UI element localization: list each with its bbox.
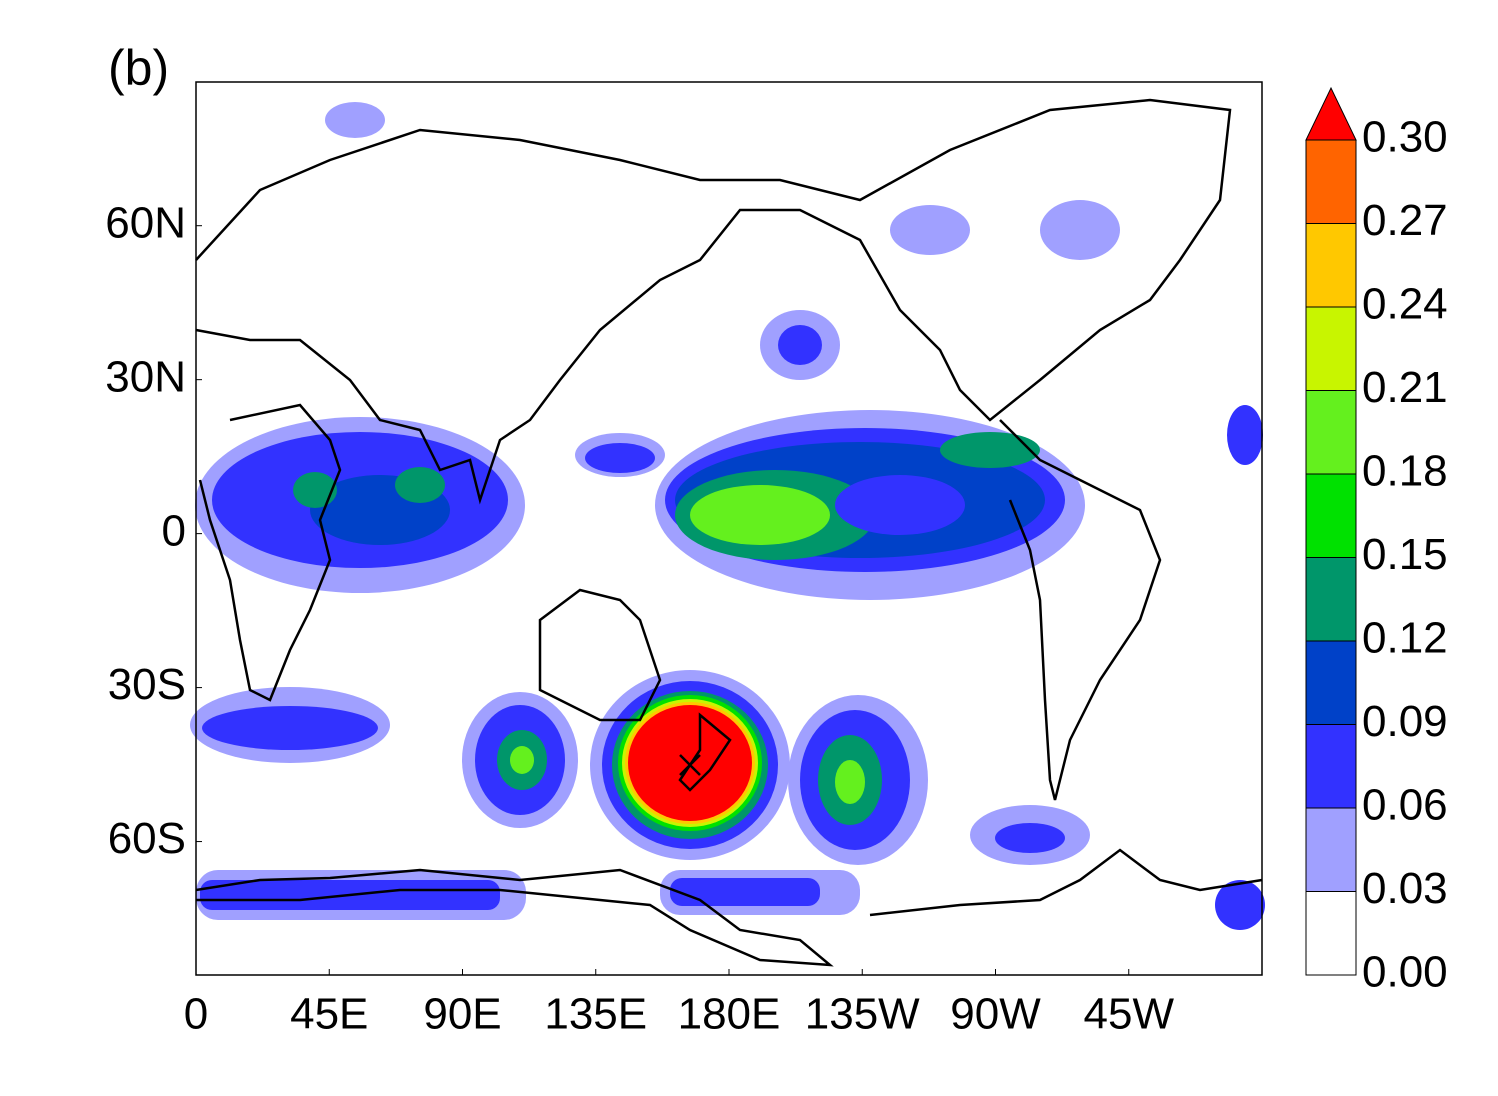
colorbar-swatch (1305, 473, 1357, 558)
contour (202, 706, 378, 750)
colorbar-label: 0.06 (1362, 781, 1448, 830)
contour (325, 102, 385, 138)
colorbar-label: 0.12 (1362, 614, 1448, 663)
colorbar-label: 0.21 (1362, 363, 1448, 412)
y-tick-label: 30N (105, 352, 186, 401)
coastline (195, 98, 1232, 505)
colorbar-swatch (1305, 306, 1357, 391)
y-tick-label: 0 (162, 506, 186, 555)
colorbar-swatch (1305, 640, 1357, 725)
colorbar-label: 0.18 (1362, 447, 1448, 496)
contour (293, 472, 337, 508)
contour (890, 205, 970, 255)
coastlines (195, 98, 1263, 967)
colorbar-label: 0.03 (1362, 864, 1448, 913)
colorbar-label: 0.09 (1362, 697, 1448, 746)
colorbar-label: 0.15 (1362, 530, 1448, 579)
contour (585, 443, 655, 473)
colorbar-swatch (1305, 223, 1357, 308)
colorbar-extension (1305, 86, 1357, 141)
x-tick-label: 180E (678, 990, 781, 1039)
y-tick-label: 60N (105, 198, 186, 247)
contour (690, 485, 830, 545)
x-tick-label: 45W (1084, 990, 1175, 1039)
x-tick-label: 0 (184, 990, 208, 1039)
colorbar-label: 0.00 (1362, 948, 1448, 997)
coastline (198, 403, 342, 702)
axes: 0 45E 90E 135E 180E 135W 90W 45W 60N 30N 0 30S 60S (105, 198, 1174, 1038)
colorbar-swatch (1305, 724, 1357, 809)
contour (1040, 200, 1120, 260)
colorbar-swatch (1305, 807, 1357, 892)
contour (510, 746, 534, 774)
coastline (678, 712, 732, 792)
colorbar-label: 0.27 (1362, 196, 1448, 245)
x-tick-label: 135W (805, 990, 920, 1039)
colorbar-swatch (1305, 390, 1357, 475)
coastline (999, 419, 1162, 801)
contour (395, 467, 445, 503)
colorbar-swatch (1305, 557, 1357, 642)
y-tick-label: 60S (108, 814, 186, 863)
coastline (538, 588, 662, 722)
contour (835, 475, 965, 535)
colorbar-label: 0.24 (1362, 280, 1448, 329)
contour (995, 823, 1065, 853)
contour (778, 325, 822, 365)
coastline (869, 848, 1263, 917)
y-tick-label: 30S (108, 660, 186, 709)
contour (1215, 880, 1265, 930)
x-tick-label: 45E (290, 990, 368, 1039)
x-tick-label: 90W (950, 990, 1041, 1039)
colorbar-label: 0.30 (1362, 113, 1448, 162)
coastline (195, 868, 834, 967)
contour (670, 878, 820, 906)
colorbar: 0.00 0.03 0.06 0.09 0.12 0.15 0.18 0.21 0.24 0.27… (1305, 86, 1448, 997)
colorbar-swatch (1305, 891, 1357, 976)
marker-x (679, 754, 701, 776)
x-tick-label: 135E (544, 990, 647, 1039)
contour (835, 760, 865, 804)
contour (940, 432, 1040, 468)
panel-label: (b) (108, 40, 169, 96)
colorbar-swatch (1305, 139, 1357, 224)
x-tick-label: 90E (423, 990, 501, 1039)
contour (1227, 405, 1263, 465)
